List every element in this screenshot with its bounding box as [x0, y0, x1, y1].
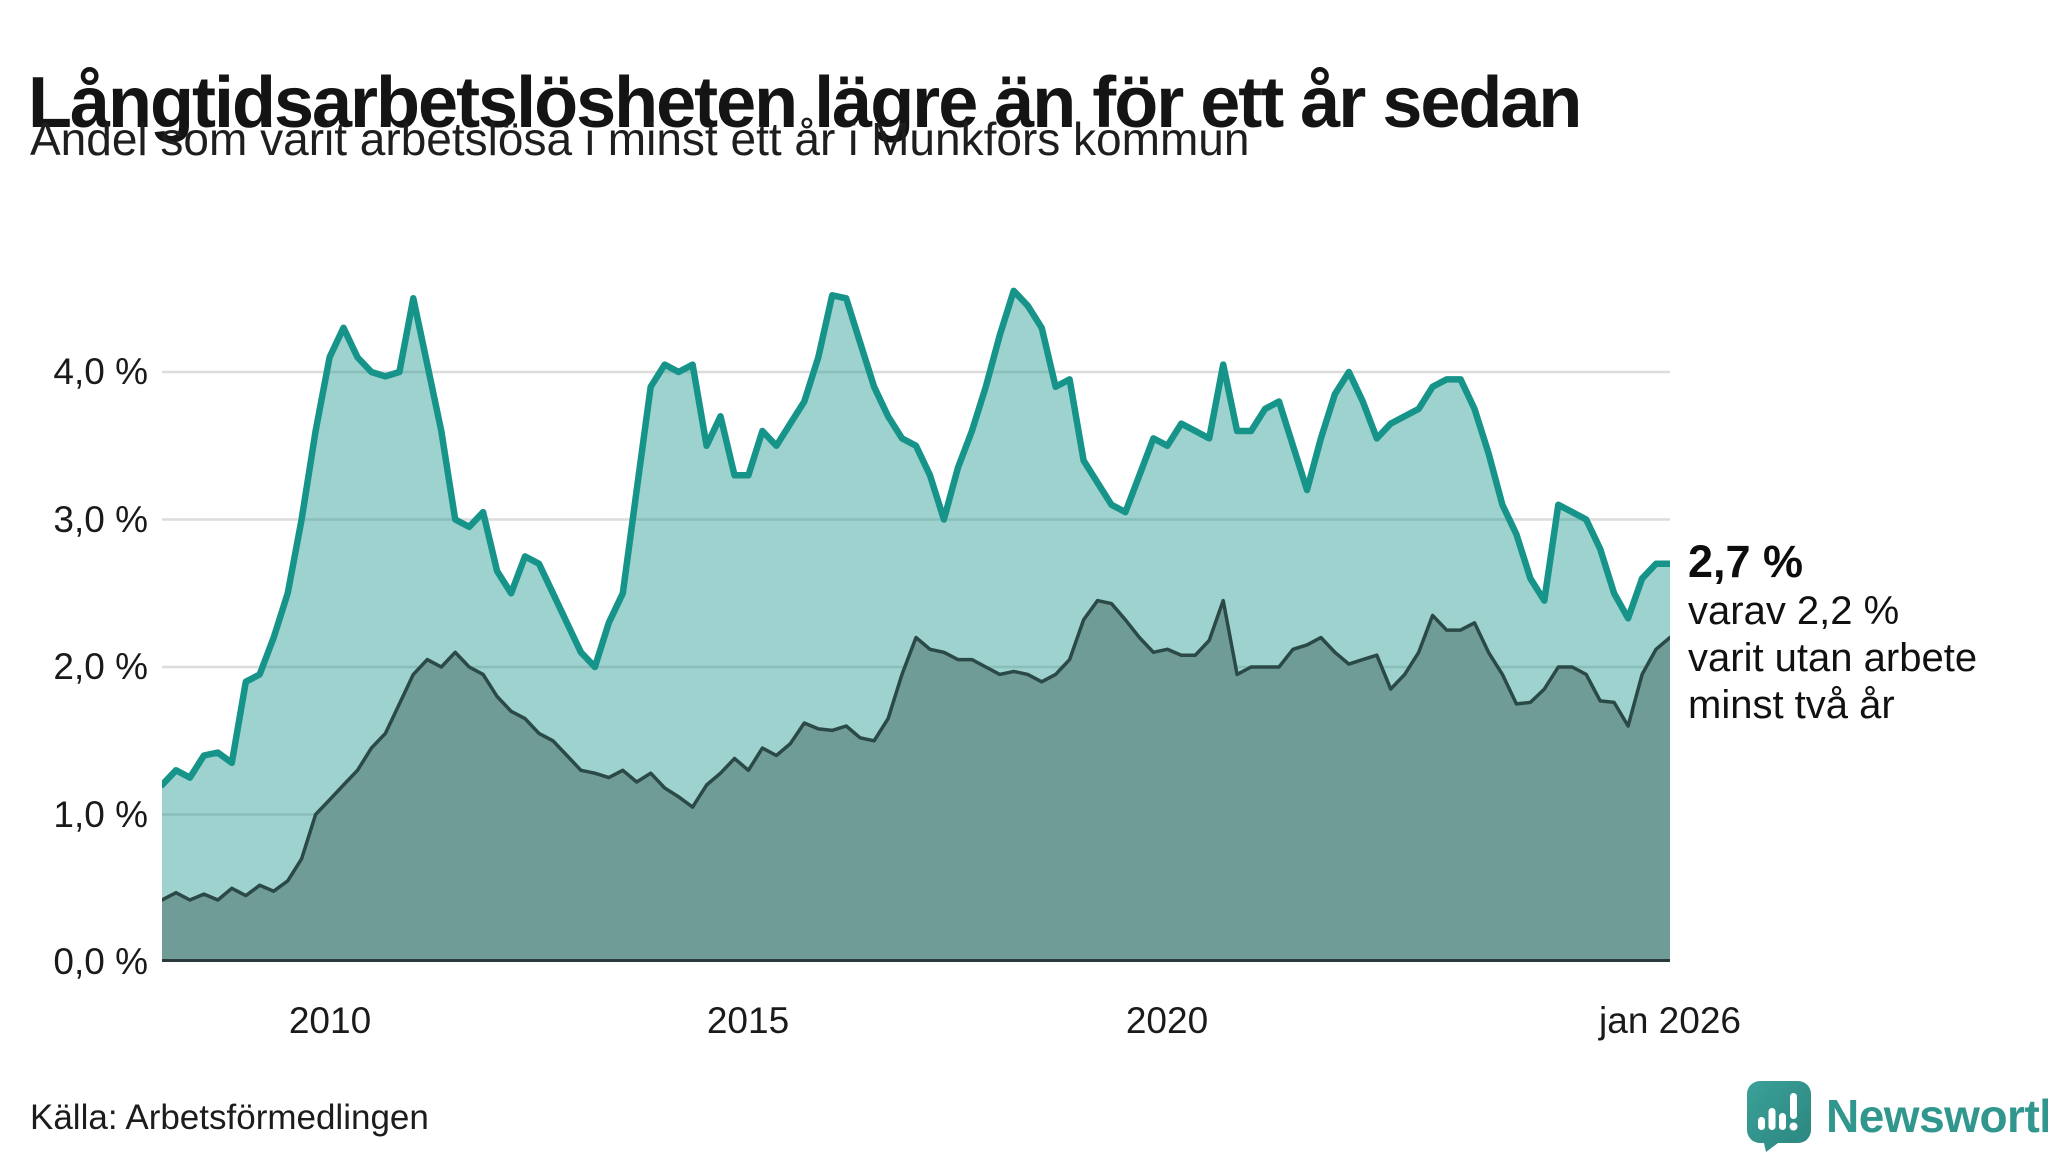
x-axis-label-jan-2026: jan 2026: [1599, 1000, 1741, 1041]
latest-value-annotation: 2,7 % varav 2,2 % varit utan arbete mins…: [1688, 536, 2034, 729]
latest-total-value: 2,7 %: [1688, 536, 1804, 587]
page-title: Långtidsarbetslösheten lägre än för ett …: [28, 63, 1582, 144]
annotation-line-3: minst två år: [1688, 683, 1895, 727]
x-axis-label-2020: 2020: [1125, 1000, 1209, 1041]
annotation-line-1: varav 2,2 %: [1688, 589, 1900, 633]
annotation-line-2: varit utan arbete: [1688, 636, 1978, 680]
x-axis-label-2015: 2015: [706, 1000, 790, 1041]
newsworthy-wordmark: Newsworthy: [1826, 1090, 2048, 1142]
y-axis-label-0: 0,0 %: [53, 941, 148, 982]
y-axis-label-4: 4,0 %: [53, 351, 148, 392]
source-caption: Källa: Arbetsförmedlingen: [30, 1098, 429, 1137]
y-axis-label-3: 3,0 %: [53, 499, 148, 540]
chart-subtitle: Andel som varit arbetslösa i minst ett å…: [30, 113, 1250, 165]
y-axis-label-1: 1,0 %: [53, 794, 148, 835]
area-chart: [162, 287, 1670, 962]
newsworthy-logo-icon: [1747, 1081, 1811, 1152]
x-axis-label-2010: 2010: [288, 1000, 372, 1041]
newsworthy-logo: Newsworthy: [1746, 1080, 2048, 1152]
y-axis-label-2: 2,0 %: [53, 646, 148, 687]
